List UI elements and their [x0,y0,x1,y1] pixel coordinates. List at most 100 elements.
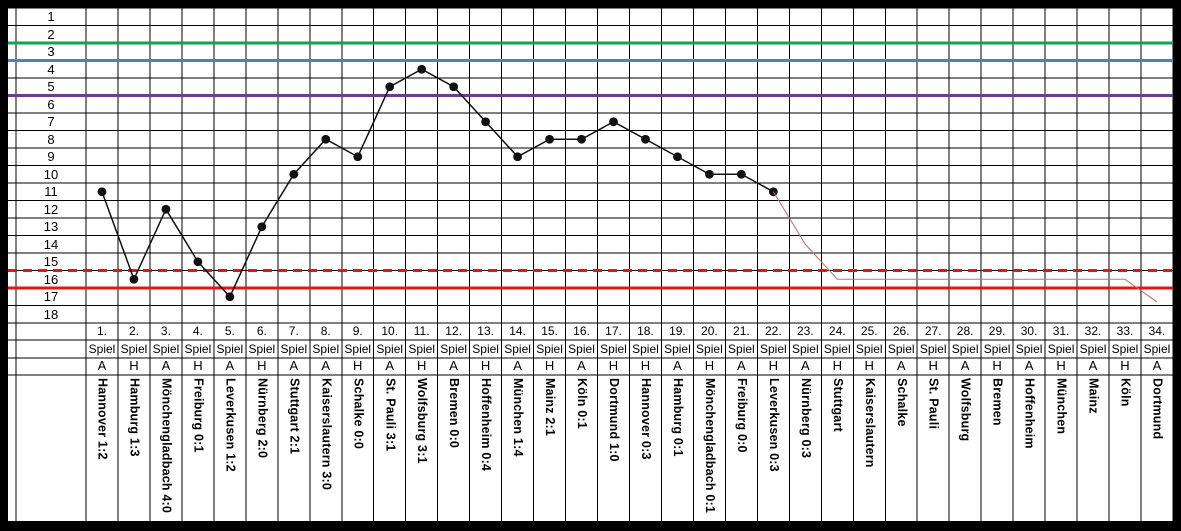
opponent-cell: Freiburg 0:1 [182,375,214,521]
matchday-number: 24. [828,324,846,338]
opponent-cell: Wolfsburg [949,375,981,521]
spiel-label: Spiel [983,342,1011,356]
position-label: 17 [43,289,59,304]
matchday-number: 14. [509,324,526,338]
matchday-number-row: 1. 2. 3. 4. 5. 6. 7. 8. 9. 10. 11. 12. 13. 14. 15. 16. 1… [86,323,1173,340]
opponent-cell: St. Pauli 3:1 [374,375,406,521]
data-point [481,117,491,127]
matchday-number: 26. [892,324,910,338]
matchday-number: 32. [1084,324,1102,338]
matchday-number: 17. [605,324,622,338]
data-point [673,152,682,162]
opponent-cell-text: Hamburg 1:3 [127,378,142,457]
opponent-cell: Dortmund [1141,375,1173,521]
spiel-label: Spiel [1015,342,1043,356]
spiel-label: Spiel [728,342,755,356]
spiel-label: Spiel [440,342,467,356]
opponent-cell: Kaiserslautern [853,375,885,521]
venue-cell: H [864,358,874,373]
opponent-cell-text: Stuttgart 2:1 [287,378,302,455]
opponent-cell-text: München 1:4 [511,378,526,457]
position-label: 2 [47,26,55,42]
spiel-label: Spiel [376,342,404,356]
league-position-markers [97,64,778,302]
venue-cell: H [416,358,427,373]
matchday-number: 9. [352,324,363,338]
matchday-number: 20. [701,324,718,338]
opponent-cell-text: Hannover 1:2 [95,378,110,460]
opponent-cell: Nürnberg 2:0 [246,375,278,521]
venue-cell: A [896,358,906,373]
data-point [577,134,586,144]
opponent-cell-text: Hannover 0:3 [639,378,654,460]
data-point [545,134,554,144]
matchday-number: 8. [320,324,331,338]
opponent-cell: Mönchengladbach 4:0 [150,375,182,521]
opponent-cell: Leverkusen 0:3 [757,375,789,521]
spiel-label: Spiel [248,342,276,356]
spiel-label: Spiel [504,342,531,356]
opponent-cell: München [1045,375,1077,521]
opponent-cell: Hannover 1:2 [86,375,118,521]
opponent-cell: Hamburg 1:3 [118,375,150,521]
spiel-label: Spiel [88,342,116,356]
opponent-cell-text: Dortmund [1150,378,1165,440]
matchday-number: 18. [637,324,654,338]
matchday-number: 28. [956,324,974,338]
data-point [417,64,427,74]
matchday-number: 23. [796,324,814,338]
opponent-cell-text: Leverkusen 0:3 [766,378,781,472]
spiel-label: Spiel [791,342,819,356]
venue-cell: H [1120,358,1130,373]
opponent-cell: Freiburg 0:0 [725,375,757,521]
opponent-cell: Köln 0:1 [566,375,598,521]
venue-cell: A [289,358,299,373]
venue-cell: H [193,358,203,373]
opponent-cell-text: Stuttgart [830,378,845,432]
opponent-cell: Bremen 0:0 [438,375,470,521]
data-point [321,134,331,144]
data-point [449,82,459,92]
matchday-number: 15. [541,324,558,338]
matchday-number: 1. [96,324,107,338]
opponent-cell: Schalke 0:0 [342,375,374,521]
venue-cell: H [544,358,555,373]
opponent-cell: Bremen [981,375,1013,521]
spiel-label: Spiel [600,342,627,356]
opponent-cell: Wolfsburg 3:1 [406,375,438,521]
matchday-number: 30. [1020,324,1038,338]
opponent-cell: Nürnberg 0:3 [789,375,821,521]
opponent-cell: Dortmund 1:0 [598,375,630,521]
position-label: 14 [43,236,59,252]
position-label: 12 [43,201,59,217]
spiel-label: Spiel [280,342,308,356]
venue-cell: H [129,358,139,373]
opponent-cell: Hannover 0:3 [629,375,661,521]
opponent-cell: Hoffenheim [1013,375,1045,521]
matchday-number: 12. [445,324,462,338]
opponent-cell-text: Köln 0:1 [575,378,590,429]
opponent-cell-text: Köln [1118,378,1133,407]
matchday-number: 31. [1052,324,1070,338]
venue-cell: H [928,358,938,373]
opponent-cell: Köln [1109,375,1141,521]
grid-lines [8,8,1173,521]
venue-cell: A [385,358,395,373]
spiel-label: Spiel [152,342,180,356]
matchday-number: 22. [764,324,782,338]
venue-cell: H [608,358,619,373]
opponent-cell-text: Bremen 0:0 [447,378,462,449]
data-point [609,117,618,127]
venue-cell: H [704,358,715,373]
opponent-cell-text: Hoffenheim [1022,378,1037,449]
data-point [97,187,107,197]
data-point [289,169,299,179]
spiel-label: Spiel [759,342,787,356]
opponent-cell: Stuttgart [821,375,853,521]
opponent-cell-text: St. Pauli [926,378,941,430]
opponent-cell: München 1:4 [502,375,534,521]
opponent-cell-text: Bremen [990,378,1005,426]
venue-cell: H [768,358,779,373]
matchday-number: 2. [128,324,139,338]
